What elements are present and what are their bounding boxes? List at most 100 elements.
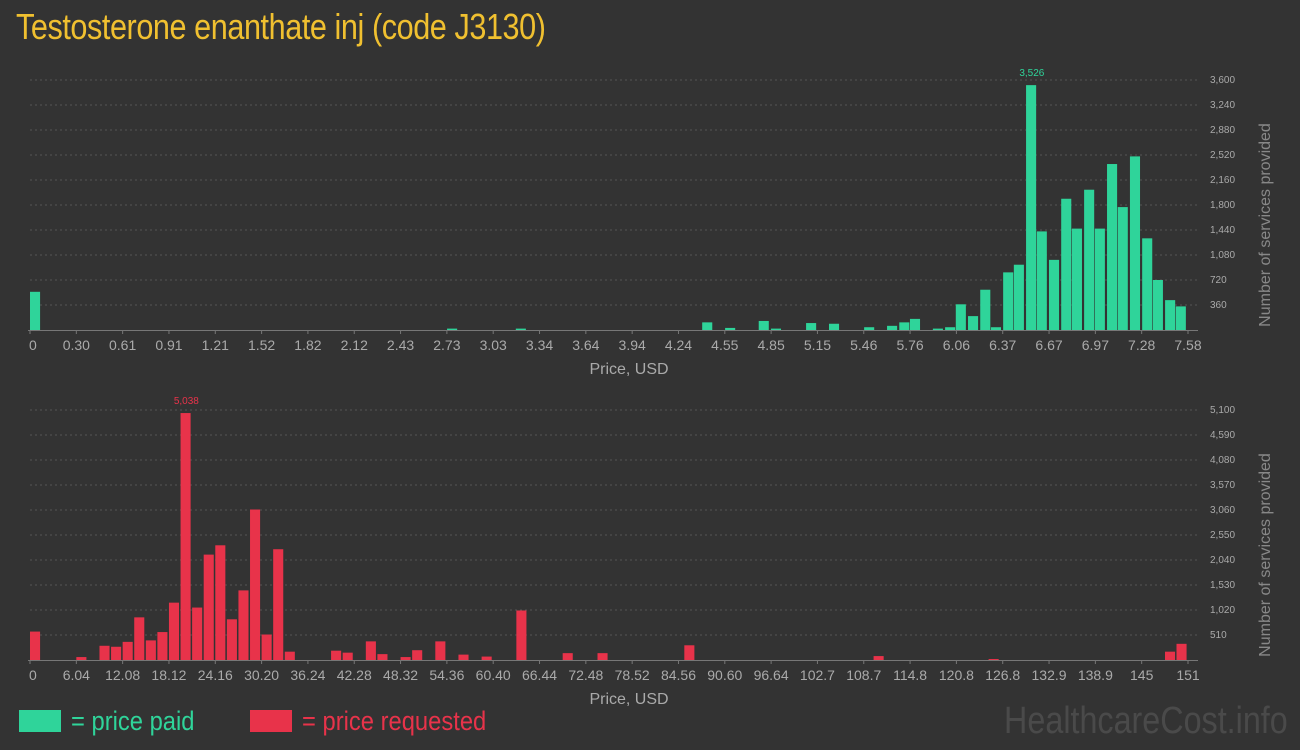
x-tick-label: 6.37 (989, 337, 1016, 353)
histogram-bar (955, 304, 966, 330)
x-tick-label: 114.8 (893, 667, 927, 683)
histogram-bar (1026, 85, 1037, 330)
histogram-bar (435, 641, 446, 660)
histogram-bar (806, 323, 817, 330)
histogram-bar (1048, 259, 1060, 330)
legend-paid: = price paid (19, 703, 211, 739)
x-tick-label: 5.15 (804, 337, 831, 353)
x-tick-label: 42.28 (337, 667, 372, 683)
histogram-bar (481, 656, 492, 660)
x-tick-label: 2.73 (433, 337, 460, 353)
x-tick-label: 4.85 (757, 337, 784, 353)
histogram-bar (864, 327, 875, 330)
histogram-bar (909, 318, 921, 330)
site-watermark: HealthcareCost.info (1004, 700, 1288, 742)
histogram-bar (1129, 156, 1141, 330)
histogram-bar (1142, 238, 1153, 330)
x-tick-label: 1.52 (248, 337, 275, 353)
histogram-bar (968, 316, 979, 330)
x-tick-label: 126.8 (985, 667, 1020, 683)
y-tick-label: 720 (1210, 275, 1227, 286)
x-tick-label: 0.91 (155, 337, 182, 353)
x-tick-label: 0 (29, 667, 37, 683)
histogram-bar (1176, 643, 1187, 660)
y-tick-label: 4,080 (1210, 455, 1235, 466)
histogram-bar (1071, 228, 1082, 330)
x-tick-label: 48.32 (383, 667, 418, 683)
y-tick-label: 2,160 (1210, 175, 1235, 186)
histogram-bar (122, 641, 133, 660)
x-tick-label: 84.56 (661, 667, 696, 683)
histogram-bar (400, 657, 411, 660)
y-tick-label: 3,060 (1210, 505, 1235, 516)
y-tick-label: 4,590 (1210, 430, 1235, 441)
x-tick-label: 145 (1130, 667, 1154, 683)
histogram-bar (215, 545, 226, 660)
histogram-bar (980, 289, 991, 330)
y-tick-label: 1,440 (1210, 225, 1235, 236)
x-tick-label: 5.76 (896, 337, 923, 353)
histogram-bar (30, 291, 41, 330)
histogram-bar (1107, 164, 1118, 330)
histogram-bar (1094, 228, 1105, 330)
x-tick-label: 6.06 (943, 337, 970, 353)
histogram-bar (1175, 306, 1186, 330)
histogram-bar (157, 632, 168, 660)
histogram-bar (168, 602, 180, 660)
histogram-bar (758, 320, 769, 330)
histogram-bar (562, 653, 573, 660)
x-tick-label: 4.55 (711, 337, 738, 353)
peak-value-label: 5,038 (174, 396, 199, 407)
histogram-bar (458, 654, 469, 660)
histogram-bar (770, 328, 782, 330)
x-tick-label: 138.9 (1078, 667, 1113, 683)
x-tick-label: 66.44 (522, 667, 557, 683)
y-tick-label: 2,550 (1210, 530, 1235, 541)
x-tick-label: 2.43 (387, 337, 414, 353)
y-tick-label: 2,880 (1210, 125, 1235, 136)
x-tick-label: 78.52 (615, 667, 650, 683)
x-tick-label: 108.7 (846, 667, 881, 683)
histogram-bar (1061, 198, 1072, 330)
legend-paid-swatch (19, 710, 61, 732)
histogram-bar (899, 322, 910, 330)
histogram-bar (945, 327, 956, 330)
histogram-bar (597, 653, 608, 660)
x-tick-label: 6.67 (1035, 337, 1062, 353)
x-tick-label: 0.61 (109, 337, 136, 353)
x-tick-label: 4.24 (665, 337, 692, 353)
x-tick-label: 60.40 (476, 667, 511, 683)
histogram-bar (1013, 264, 1024, 330)
histogram-bar (238, 590, 249, 660)
x-tick-label: 2.12 (341, 337, 368, 353)
legend-requested-swatch (250, 710, 292, 732)
x-tick-label: 3.94 (619, 337, 646, 353)
y-tick-label: 510 (1210, 630, 1227, 641)
histogram-bar (30, 631, 41, 660)
peak-value-label: 3,526 (1019, 68, 1044, 79)
histogram-bar (180, 413, 191, 660)
x-tick-label: 0.30 (63, 337, 90, 353)
x-tick-label: 1.21 (202, 337, 229, 353)
x-tick-label: 3.34 (526, 337, 553, 353)
histogram-bar (377, 654, 388, 660)
x-axis-label: Price, USD (589, 691, 668, 708)
y-tick-label: 5,100 (1210, 405, 1235, 416)
histogram-bar (725, 327, 736, 330)
legend-paid-label: = price paid (71, 705, 195, 736)
y-tick-label: 1,020 (1210, 605, 1235, 616)
x-tick-label: 90.60 (707, 667, 742, 683)
page-title: Testosterone enanthate inj (code J3130) (16, 6, 546, 47)
histogram-bar (1164, 651, 1176, 660)
histogram-bar (515, 328, 526, 330)
y-tick-label: 3,570 (1210, 480, 1235, 491)
histogram-bar (1003, 272, 1014, 330)
histogram-bar (932, 328, 943, 330)
histogram-bar (828, 323, 840, 330)
histogram-bar (887, 325, 898, 330)
x-tick-label: 120.8 (939, 667, 974, 683)
x-tick-label: 5.46 (850, 337, 877, 353)
x-tick-label: 132.9 (1032, 667, 1067, 683)
y-tick-label: 3,240 (1210, 100, 1235, 111)
